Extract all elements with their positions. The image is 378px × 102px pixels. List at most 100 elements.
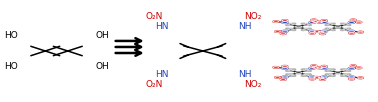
Circle shape bbox=[286, 28, 290, 29]
Circle shape bbox=[347, 25, 351, 26]
Text: NH: NH bbox=[239, 22, 252, 31]
Circle shape bbox=[327, 24, 333, 25]
Circle shape bbox=[349, 76, 355, 78]
Circle shape bbox=[335, 26, 341, 28]
Circle shape bbox=[288, 74, 294, 76]
Circle shape bbox=[288, 24, 294, 25]
Circle shape bbox=[301, 23, 305, 24]
Circle shape bbox=[282, 76, 288, 78]
Circle shape bbox=[332, 23, 335, 24]
Circle shape bbox=[286, 74, 290, 75]
Circle shape bbox=[286, 70, 290, 71]
Circle shape bbox=[325, 70, 329, 71]
Circle shape bbox=[308, 28, 311, 29]
Text: OH: OH bbox=[95, 31, 109, 40]
Circle shape bbox=[275, 77, 280, 78]
Circle shape bbox=[318, 77, 324, 79]
Circle shape bbox=[349, 67, 355, 69]
Circle shape bbox=[343, 69, 349, 71]
Circle shape bbox=[304, 29, 309, 30]
Circle shape bbox=[349, 78, 355, 80]
Text: HN: HN bbox=[156, 70, 169, 79]
Circle shape bbox=[301, 75, 305, 76]
Circle shape bbox=[280, 79, 286, 80]
Text: HO: HO bbox=[4, 31, 18, 40]
Circle shape bbox=[349, 32, 355, 34]
Circle shape bbox=[295, 72, 302, 73]
Circle shape bbox=[317, 67, 322, 69]
Circle shape bbox=[341, 23, 344, 24]
Circle shape bbox=[325, 25, 329, 26]
Circle shape bbox=[301, 69, 305, 70]
Circle shape bbox=[327, 69, 333, 71]
Circle shape bbox=[309, 67, 315, 69]
Circle shape bbox=[317, 21, 322, 23]
Circle shape bbox=[349, 30, 355, 32]
Circle shape bbox=[327, 74, 333, 76]
Text: HO: HO bbox=[4, 62, 18, 71]
Circle shape bbox=[320, 79, 325, 80]
Circle shape bbox=[314, 31, 320, 32]
Circle shape bbox=[282, 22, 288, 23]
Circle shape bbox=[311, 19, 317, 21]
Circle shape bbox=[343, 29, 349, 30]
Circle shape bbox=[314, 77, 320, 78]
Circle shape bbox=[332, 75, 335, 76]
Circle shape bbox=[292, 23, 296, 24]
Circle shape bbox=[347, 74, 351, 75]
Circle shape bbox=[286, 25, 290, 26]
Circle shape bbox=[321, 30, 327, 32]
Circle shape bbox=[282, 65, 288, 67]
Text: HN: HN bbox=[156, 22, 169, 31]
Circle shape bbox=[295, 26, 302, 28]
Circle shape bbox=[356, 21, 362, 23]
Circle shape bbox=[358, 31, 363, 33]
Circle shape bbox=[318, 31, 324, 33]
Circle shape bbox=[341, 30, 344, 31]
Circle shape bbox=[341, 69, 344, 70]
Circle shape bbox=[292, 69, 296, 70]
Text: O₂N: O₂N bbox=[145, 80, 163, 89]
Circle shape bbox=[321, 20, 327, 21]
Circle shape bbox=[325, 74, 329, 75]
Text: NO₂: NO₂ bbox=[244, 12, 262, 21]
Circle shape bbox=[325, 28, 329, 29]
Circle shape bbox=[280, 33, 286, 34]
Circle shape bbox=[308, 74, 311, 75]
Circle shape bbox=[308, 70, 311, 71]
Circle shape bbox=[309, 76, 315, 78]
Circle shape bbox=[332, 69, 335, 70]
Circle shape bbox=[313, 21, 318, 22]
Circle shape bbox=[327, 29, 333, 30]
Circle shape bbox=[343, 74, 349, 76]
Circle shape bbox=[343, 24, 349, 25]
Circle shape bbox=[301, 30, 305, 31]
Circle shape bbox=[335, 72, 341, 73]
Circle shape bbox=[350, 65, 356, 67]
Circle shape bbox=[292, 75, 296, 76]
Circle shape bbox=[288, 69, 294, 71]
Circle shape bbox=[320, 33, 325, 34]
Circle shape bbox=[321, 67, 327, 69]
Circle shape bbox=[321, 76, 327, 78]
Circle shape bbox=[275, 31, 280, 32]
Circle shape bbox=[309, 32, 315, 34]
Circle shape bbox=[358, 77, 363, 79]
Circle shape bbox=[321, 65, 327, 67]
Circle shape bbox=[309, 78, 315, 80]
Circle shape bbox=[292, 30, 296, 31]
Circle shape bbox=[349, 22, 355, 23]
Circle shape bbox=[273, 21, 279, 22]
Circle shape bbox=[356, 67, 362, 69]
Circle shape bbox=[304, 74, 309, 76]
Circle shape bbox=[347, 28, 351, 29]
Text: OH: OH bbox=[95, 62, 109, 71]
Circle shape bbox=[282, 67, 288, 69]
Circle shape bbox=[304, 24, 309, 25]
Circle shape bbox=[273, 67, 279, 68]
Circle shape bbox=[288, 29, 294, 30]
Circle shape bbox=[341, 75, 344, 76]
Circle shape bbox=[313, 67, 318, 68]
Circle shape bbox=[332, 30, 335, 31]
Circle shape bbox=[308, 25, 311, 26]
